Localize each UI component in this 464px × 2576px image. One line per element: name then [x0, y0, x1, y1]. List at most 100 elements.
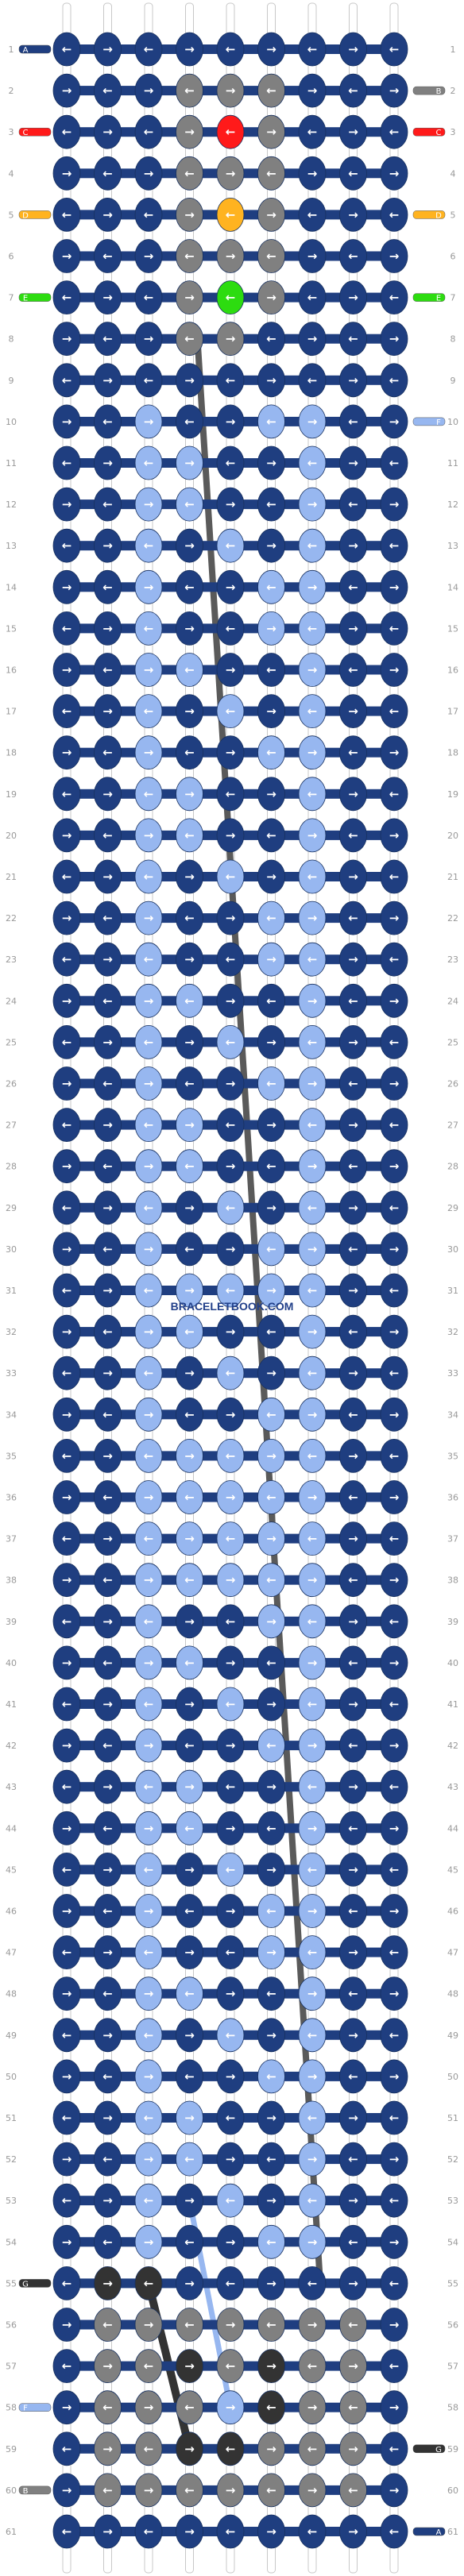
arrow-left-icon: ←: [307, 952, 318, 966]
row-number-right: 10: [447, 417, 458, 427]
knot-circle: [380, 487, 408, 522]
knot-circle: [216, 1108, 245, 1142]
knot-circle: [298, 156, 327, 191]
arrow-left-icon: ←: [389, 2193, 400, 2208]
arrow-right-icon: →: [62, 1407, 72, 1421]
arrow-right-icon: →: [307, 1656, 318, 1670]
knot-circle: [52, 859, 81, 894]
knot-circle: [94, 156, 122, 191]
knot-circle: [298, 197, 327, 232]
arrow-right-icon: →: [62, 828, 72, 843]
arrow-left-icon: ←: [102, 1077, 113, 1091]
row-number-left: 25: [6, 1037, 17, 1047]
knot: →: [380, 1066, 408, 1101]
knot-circle: [339, 2142, 367, 2177]
arrow-right-icon: →: [389, 2152, 400, 2166]
knot: →: [257, 859, 312, 894]
knot-circle: [380, 528, 408, 563]
knot-circle: [52, 694, 81, 728]
knot-circle: [380, 735, 408, 770]
arrow-right-icon: →: [266, 1283, 276, 1298]
knot-circle: [339, 1149, 367, 1184]
row-number-right: 20: [447, 831, 458, 841]
arrow-right-icon: →: [226, 2152, 236, 2166]
knot-circle: [298, 239, 327, 273]
knot: →: [257, 611, 312, 646]
arrow-left-icon: ←: [144, 1118, 154, 1132]
row-number-left: 44: [6, 1823, 17, 1834]
row-number-right: 48: [447, 1989, 458, 1999]
row-number-right: 8: [450, 334, 456, 345]
arrow-right-icon: →: [184, 538, 195, 553]
knot-circle: [94, 2142, 122, 2177]
knot-circle: [94, 735, 122, 770]
knot-circle: [216, 32, 245, 67]
knot-circle: [176, 2100, 203, 2135]
arrow-right-icon: →: [266, 42, 276, 56]
knot-circle: [257, 735, 285, 770]
knot-circle: [257, 1273, 285, 1308]
knot-circle: [134, 404, 163, 439]
arrow-left-icon: ←: [184, 2152, 195, 2166]
knot-circle: [176, 363, 203, 398]
arrow-left-icon: ←: [348, 580, 358, 594]
knot-circle: [176, 859, 203, 894]
knot-circle: [176, 528, 203, 563]
row-number-right: 22: [447, 913, 458, 924]
knot-circle: [52, 239, 81, 273]
knot-circle: [216, 1563, 245, 1598]
arrow-right-icon: →: [144, 828, 154, 843]
knot-circle: [176, 1769, 203, 1804]
knot-circle: [257, 1480, 285, 1514]
arrow-right-icon: →: [348, 1283, 358, 1298]
row-number-left: 46: [6, 1907, 17, 1917]
knot-circle: [380, 983, 408, 1018]
knot-circle: [257, 2018, 285, 2053]
knot: ←: [176, 322, 230, 357]
knot-circle: [298, 653, 327, 687]
knot: ←: [94, 1728, 149, 1763]
knot: →: [380, 1645, 408, 1680]
arrow-right-icon: →: [348, 1448, 358, 1463]
knot-circle: [257, 611, 285, 646]
knot-circle: [216, 1769, 245, 1804]
knot-circle: [257, 1149, 285, 1184]
arrow-right-icon: →: [266, 2276, 276, 2290]
knot: →: [380, 487, 408, 522]
knot-circle: [298, 363, 327, 398]
knot: →: [380, 322, 408, 357]
knot: →: [380, 1232, 408, 1267]
knot: ←: [380, 1025, 408, 1059]
row-number-left: 32: [6, 1327, 17, 1337]
row-number-left: 61: [6, 2527, 17, 2537]
knot: ←: [216, 280, 272, 315]
knot-circle: [216, 2431, 245, 2466]
knot: →: [380, 569, 408, 604]
knot: →: [216, 1397, 272, 1432]
arrow-right-icon: →: [226, 249, 236, 264]
arrow-left-icon: ←: [307, 2359, 318, 2374]
knot-circle: [216, 2100, 245, 2135]
arrow-right-icon: →: [184, 1780, 195, 1794]
knot-circle: [134, 1852, 163, 1887]
strand-tab-label: D: [22, 211, 29, 220]
arrow-right-icon: →: [62, 663, 72, 677]
arrow-left-icon: ←: [62, 787, 72, 801]
knot-circle: [176, 2390, 203, 2425]
row-number-left: 48: [6, 1989, 17, 1999]
strand-tab-bar: [18, 127, 52, 137]
knot-circle: [176, 2473, 203, 2508]
knot-circle: [216, 2183, 245, 2218]
arrow-right-icon: →: [348, 2028, 358, 2042]
arrow-right-icon: →: [144, 911, 154, 925]
knot-circle: [257, 1355, 285, 1390]
knot-circle: [339, 818, 367, 853]
knot-circle: [298, 404, 327, 439]
arrow-left-icon: ←: [184, 993, 195, 1008]
arrow-left-icon: ←: [226, 1614, 236, 1629]
knot-grid: ← → ← → ← → ← → ← → ← → ← → ← → ← → ← → ← → ← → ← → ← → ← → ← → ← → ← → ← → ← →…: [52, 32, 408, 2549]
arrow-left-icon: ←: [62, 1532, 72, 1546]
knot: →: [176, 1025, 230, 1059]
knot-circle: [339, 859, 367, 894]
arrow-left-icon: ←: [144, 2193, 154, 2208]
